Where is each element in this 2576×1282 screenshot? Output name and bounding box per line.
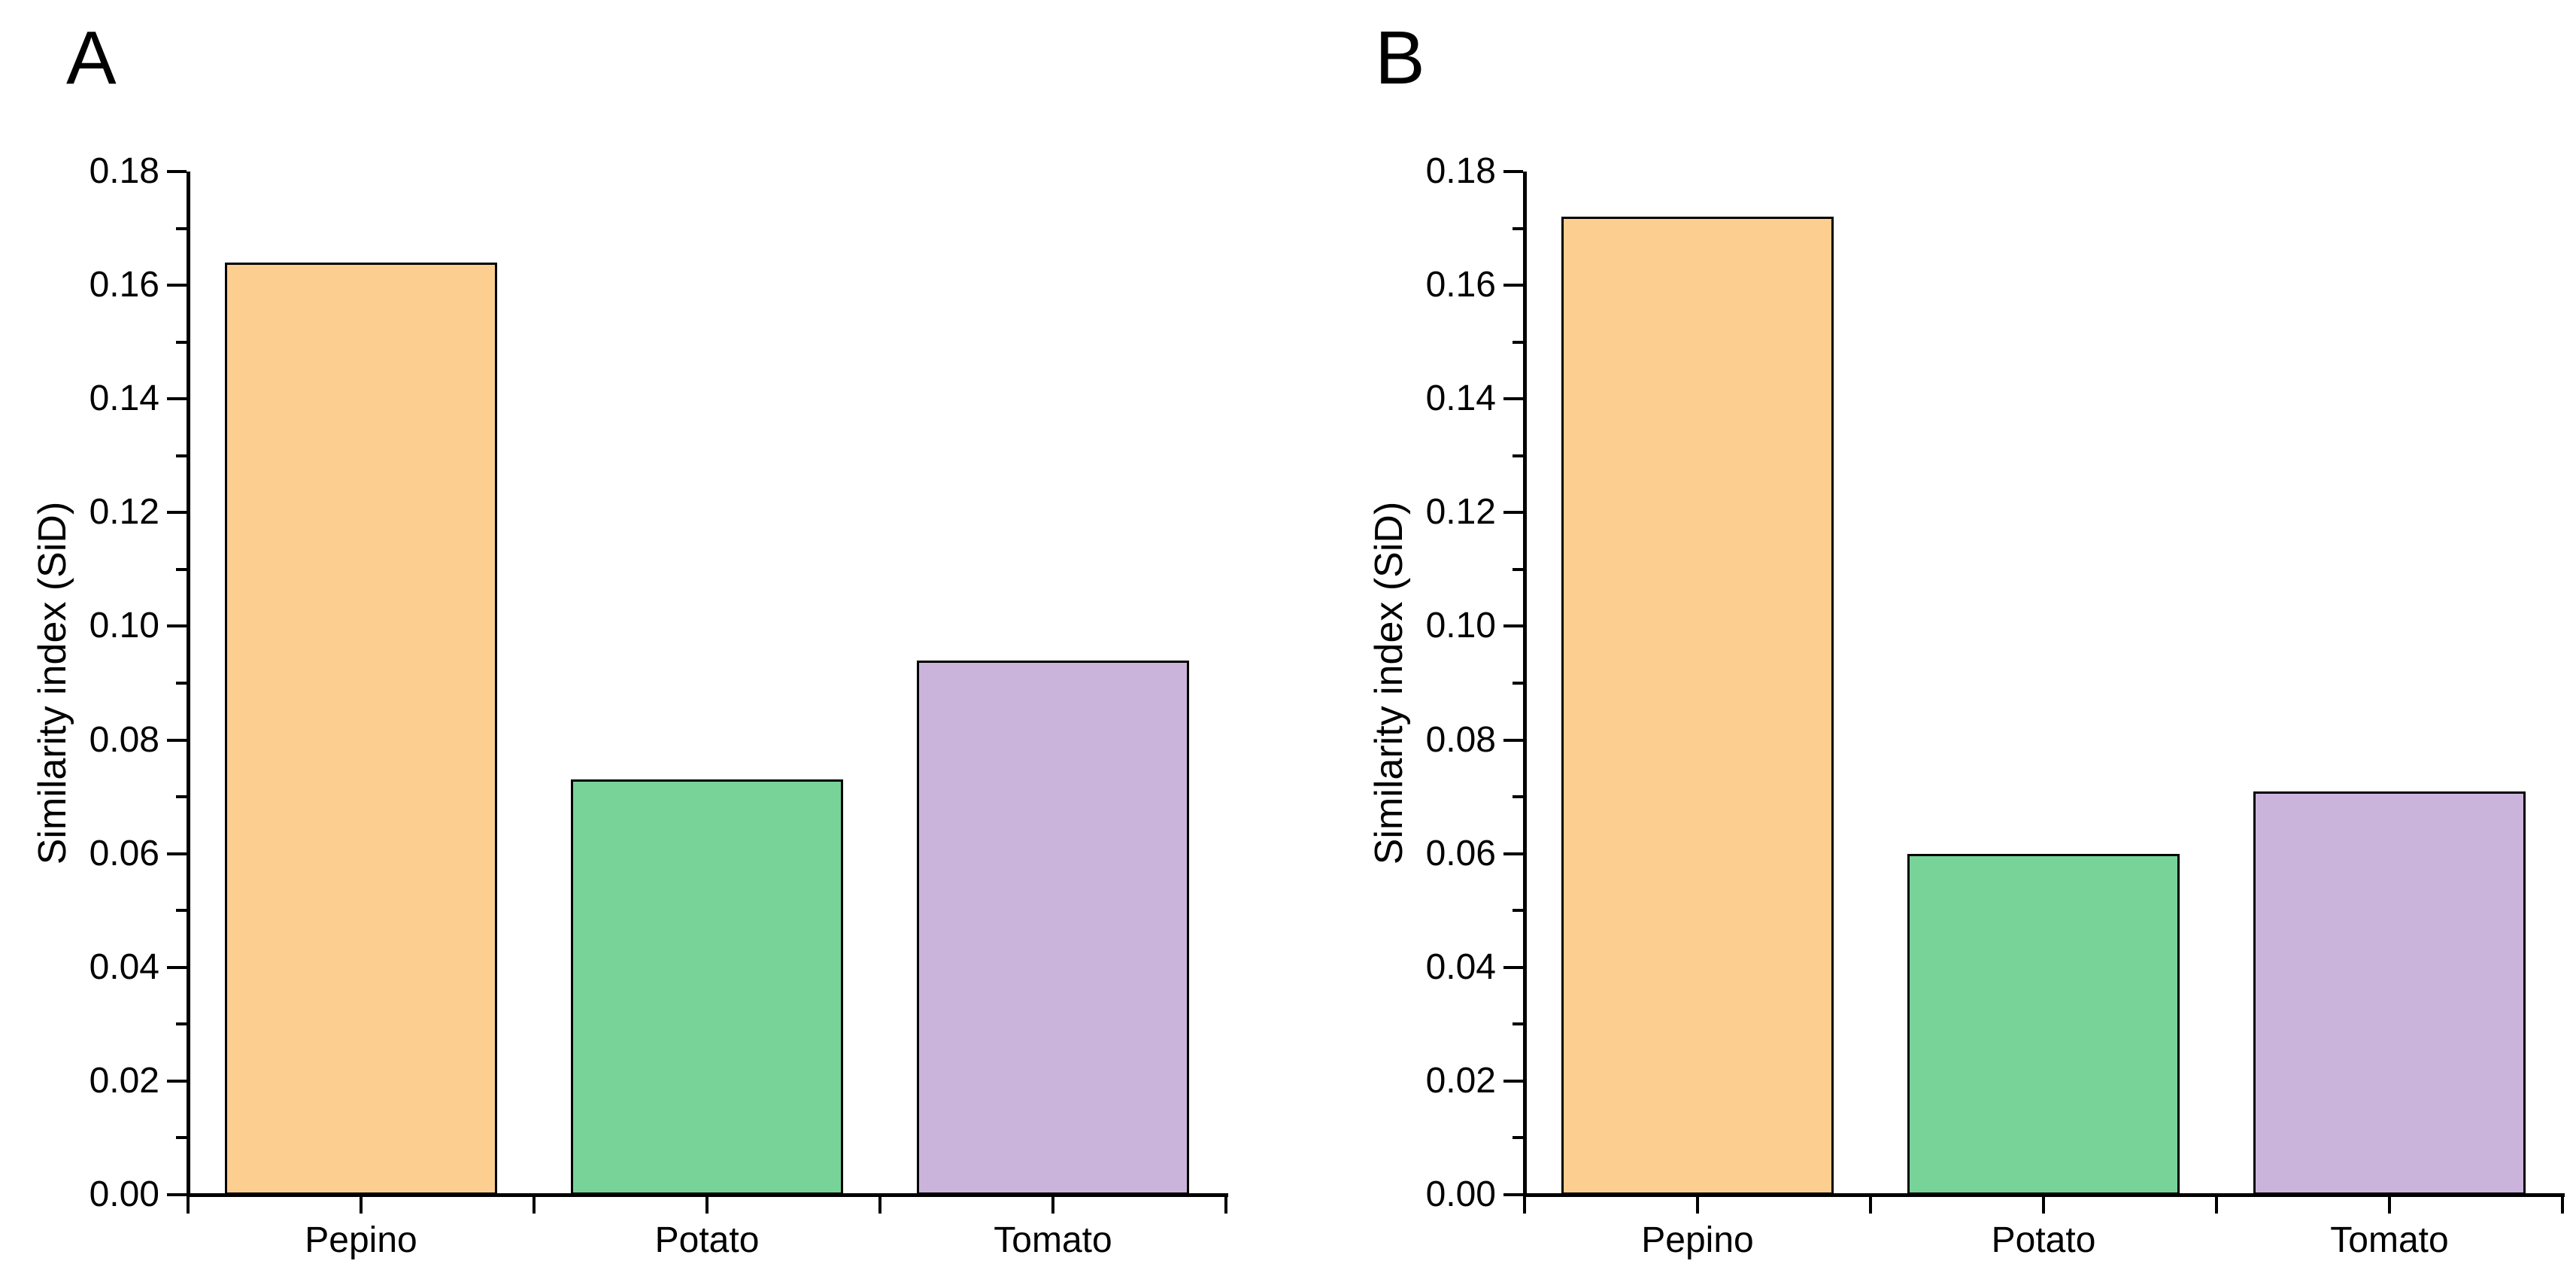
x-tick bbox=[1523, 1197, 1526, 1214]
x-tick bbox=[2388, 1197, 2391, 1214]
y-tick-label: 0.06 bbox=[89, 833, 159, 873]
x-tick bbox=[187, 1197, 190, 1214]
y-tick-label: 0.16 bbox=[89, 265, 159, 305]
y-minor-tick bbox=[176, 226, 187, 230]
y-major-tick bbox=[1503, 1079, 1523, 1083]
y-minor-tick bbox=[1513, 1022, 1523, 1026]
panel-a: 0.00 0.02 0.04 0.06 0.08 0.10 0.12 0.14 0.16 0.18… bbox=[0, 0, 1239, 1282]
y-major-tick bbox=[1503, 965, 1523, 969]
y-minor-tick bbox=[1513, 1136, 1523, 1140]
y-minor-tick bbox=[1513, 682, 1523, 685]
y-major-tick bbox=[1503, 170, 1523, 173]
y-minor-tick bbox=[176, 909, 187, 913]
y-major-tick bbox=[1503, 284, 1523, 287]
x-tick bbox=[1869, 1197, 1872, 1214]
y-major-tick bbox=[167, 738, 187, 742]
y-minor-tick bbox=[176, 1136, 187, 1140]
y-tick-label: 0.12 bbox=[89, 492, 159, 533]
x-tick bbox=[1696, 1197, 1699, 1214]
y-tick-label: 0.00 bbox=[1425, 1174, 1496, 1214]
y-axis-line bbox=[1523, 172, 1527, 1196]
y-major-tick bbox=[1503, 1193, 1523, 1196]
y-tick-label: 0.10 bbox=[1425, 606, 1496, 646]
y-tick-label: 0.08 bbox=[1425, 719, 1496, 760]
y-tick-label: 0.08 bbox=[89, 719, 159, 760]
y-tick-label: 0.14 bbox=[89, 378, 159, 419]
y-major-tick bbox=[167, 284, 187, 287]
bar-tomato bbox=[2253, 791, 2526, 1195]
y-axis-title: Similarity index (SiD) bbox=[1367, 501, 1411, 865]
x-tick bbox=[2042, 1197, 2045, 1214]
y-minor-tick bbox=[1513, 795, 1523, 799]
y-major-tick bbox=[167, 624, 187, 628]
y-tick-label: 0.02 bbox=[89, 1060, 159, 1101]
y-tick-label: 0.18 bbox=[1425, 151, 1496, 191]
x-tick bbox=[1051, 1197, 1054, 1214]
y-major-tick bbox=[167, 852, 187, 855]
y-minor-tick bbox=[1513, 340, 1523, 344]
y-tick-label: 0.16 bbox=[1425, 265, 1496, 305]
y-major-tick bbox=[1503, 852, 1523, 855]
y-minor-tick bbox=[176, 340, 187, 344]
y-minor-tick bbox=[176, 567, 187, 571]
y-axis-line bbox=[187, 172, 190, 1196]
panel-a-label: A bbox=[66, 16, 117, 100]
x-tick bbox=[2215, 1197, 2218, 1214]
x-tick-label-potato: Potato bbox=[654, 1220, 760, 1260]
y-major-tick bbox=[167, 1079, 187, 1083]
y-minor-tick bbox=[176, 454, 187, 457]
x-tick bbox=[360, 1197, 363, 1214]
bar-tomato bbox=[917, 661, 1189, 1195]
y-major-tick bbox=[167, 170, 187, 173]
x-tick-label-potato: Potato bbox=[1991, 1220, 2096, 1260]
y-major-tick bbox=[167, 965, 187, 969]
y-major-tick bbox=[167, 397, 187, 401]
y-tick-label: 0.06 bbox=[1425, 833, 1496, 873]
y-minor-tick bbox=[176, 1022, 187, 1026]
panel-b-label: B bbox=[1375, 16, 1425, 100]
x-tick-label-pepino: Pepino bbox=[305, 1220, 417, 1260]
y-tick-label: 0.04 bbox=[89, 946, 159, 987]
y-minor-tick bbox=[176, 795, 187, 799]
bar-potato bbox=[571, 779, 843, 1195]
y-tick-label: 0.18 bbox=[89, 151, 159, 191]
y-major-tick bbox=[1503, 738, 1523, 742]
y-axis-title: Similarity index (SiD) bbox=[31, 501, 74, 865]
y-tick-label: 0.00 bbox=[89, 1174, 159, 1214]
bar-potato bbox=[1907, 854, 2180, 1195]
x-tick bbox=[705, 1197, 708, 1214]
y-major-tick bbox=[1503, 511, 1523, 515]
y-minor-tick bbox=[176, 682, 187, 685]
bar-pepino bbox=[1561, 217, 1834, 1195]
bar-pepino bbox=[225, 263, 497, 1195]
x-axis-line bbox=[1523, 1193, 2565, 1197]
x-tick-label-pepino: Pepino bbox=[1641, 1220, 1754, 1260]
x-tick bbox=[532, 1197, 536, 1214]
y-tick-label: 0.02 bbox=[1425, 1060, 1496, 1101]
y-major-tick bbox=[1503, 624, 1523, 628]
y-minor-tick bbox=[1513, 909, 1523, 913]
x-tick bbox=[1224, 1197, 1227, 1214]
y-minor-tick bbox=[1513, 226, 1523, 230]
y-major-tick bbox=[1503, 397, 1523, 401]
y-tick-label: 0.10 bbox=[89, 606, 159, 646]
x-tick-label-tomato: Tomato bbox=[994, 1220, 1112, 1260]
x-axis-line bbox=[187, 1193, 1228, 1197]
y-major-tick bbox=[167, 511, 187, 515]
x-tick-label-tomato: Tomato bbox=[2330, 1220, 2449, 1260]
y-tick-label: 0.14 bbox=[1425, 378, 1496, 419]
x-tick bbox=[878, 1197, 881, 1214]
panel-b: 0.00 0.02 0.04 0.06 0.08 0.10 0.12 0.14 0.16 0.18… bbox=[1337, 0, 2576, 1282]
y-major-tick bbox=[167, 1193, 187, 1196]
y-tick-label: 0.04 bbox=[1425, 946, 1496, 987]
y-minor-tick bbox=[1513, 567, 1523, 571]
y-tick-label: 0.12 bbox=[1425, 492, 1496, 533]
x-tick bbox=[2561, 1197, 2564, 1214]
y-minor-tick bbox=[1513, 454, 1523, 457]
